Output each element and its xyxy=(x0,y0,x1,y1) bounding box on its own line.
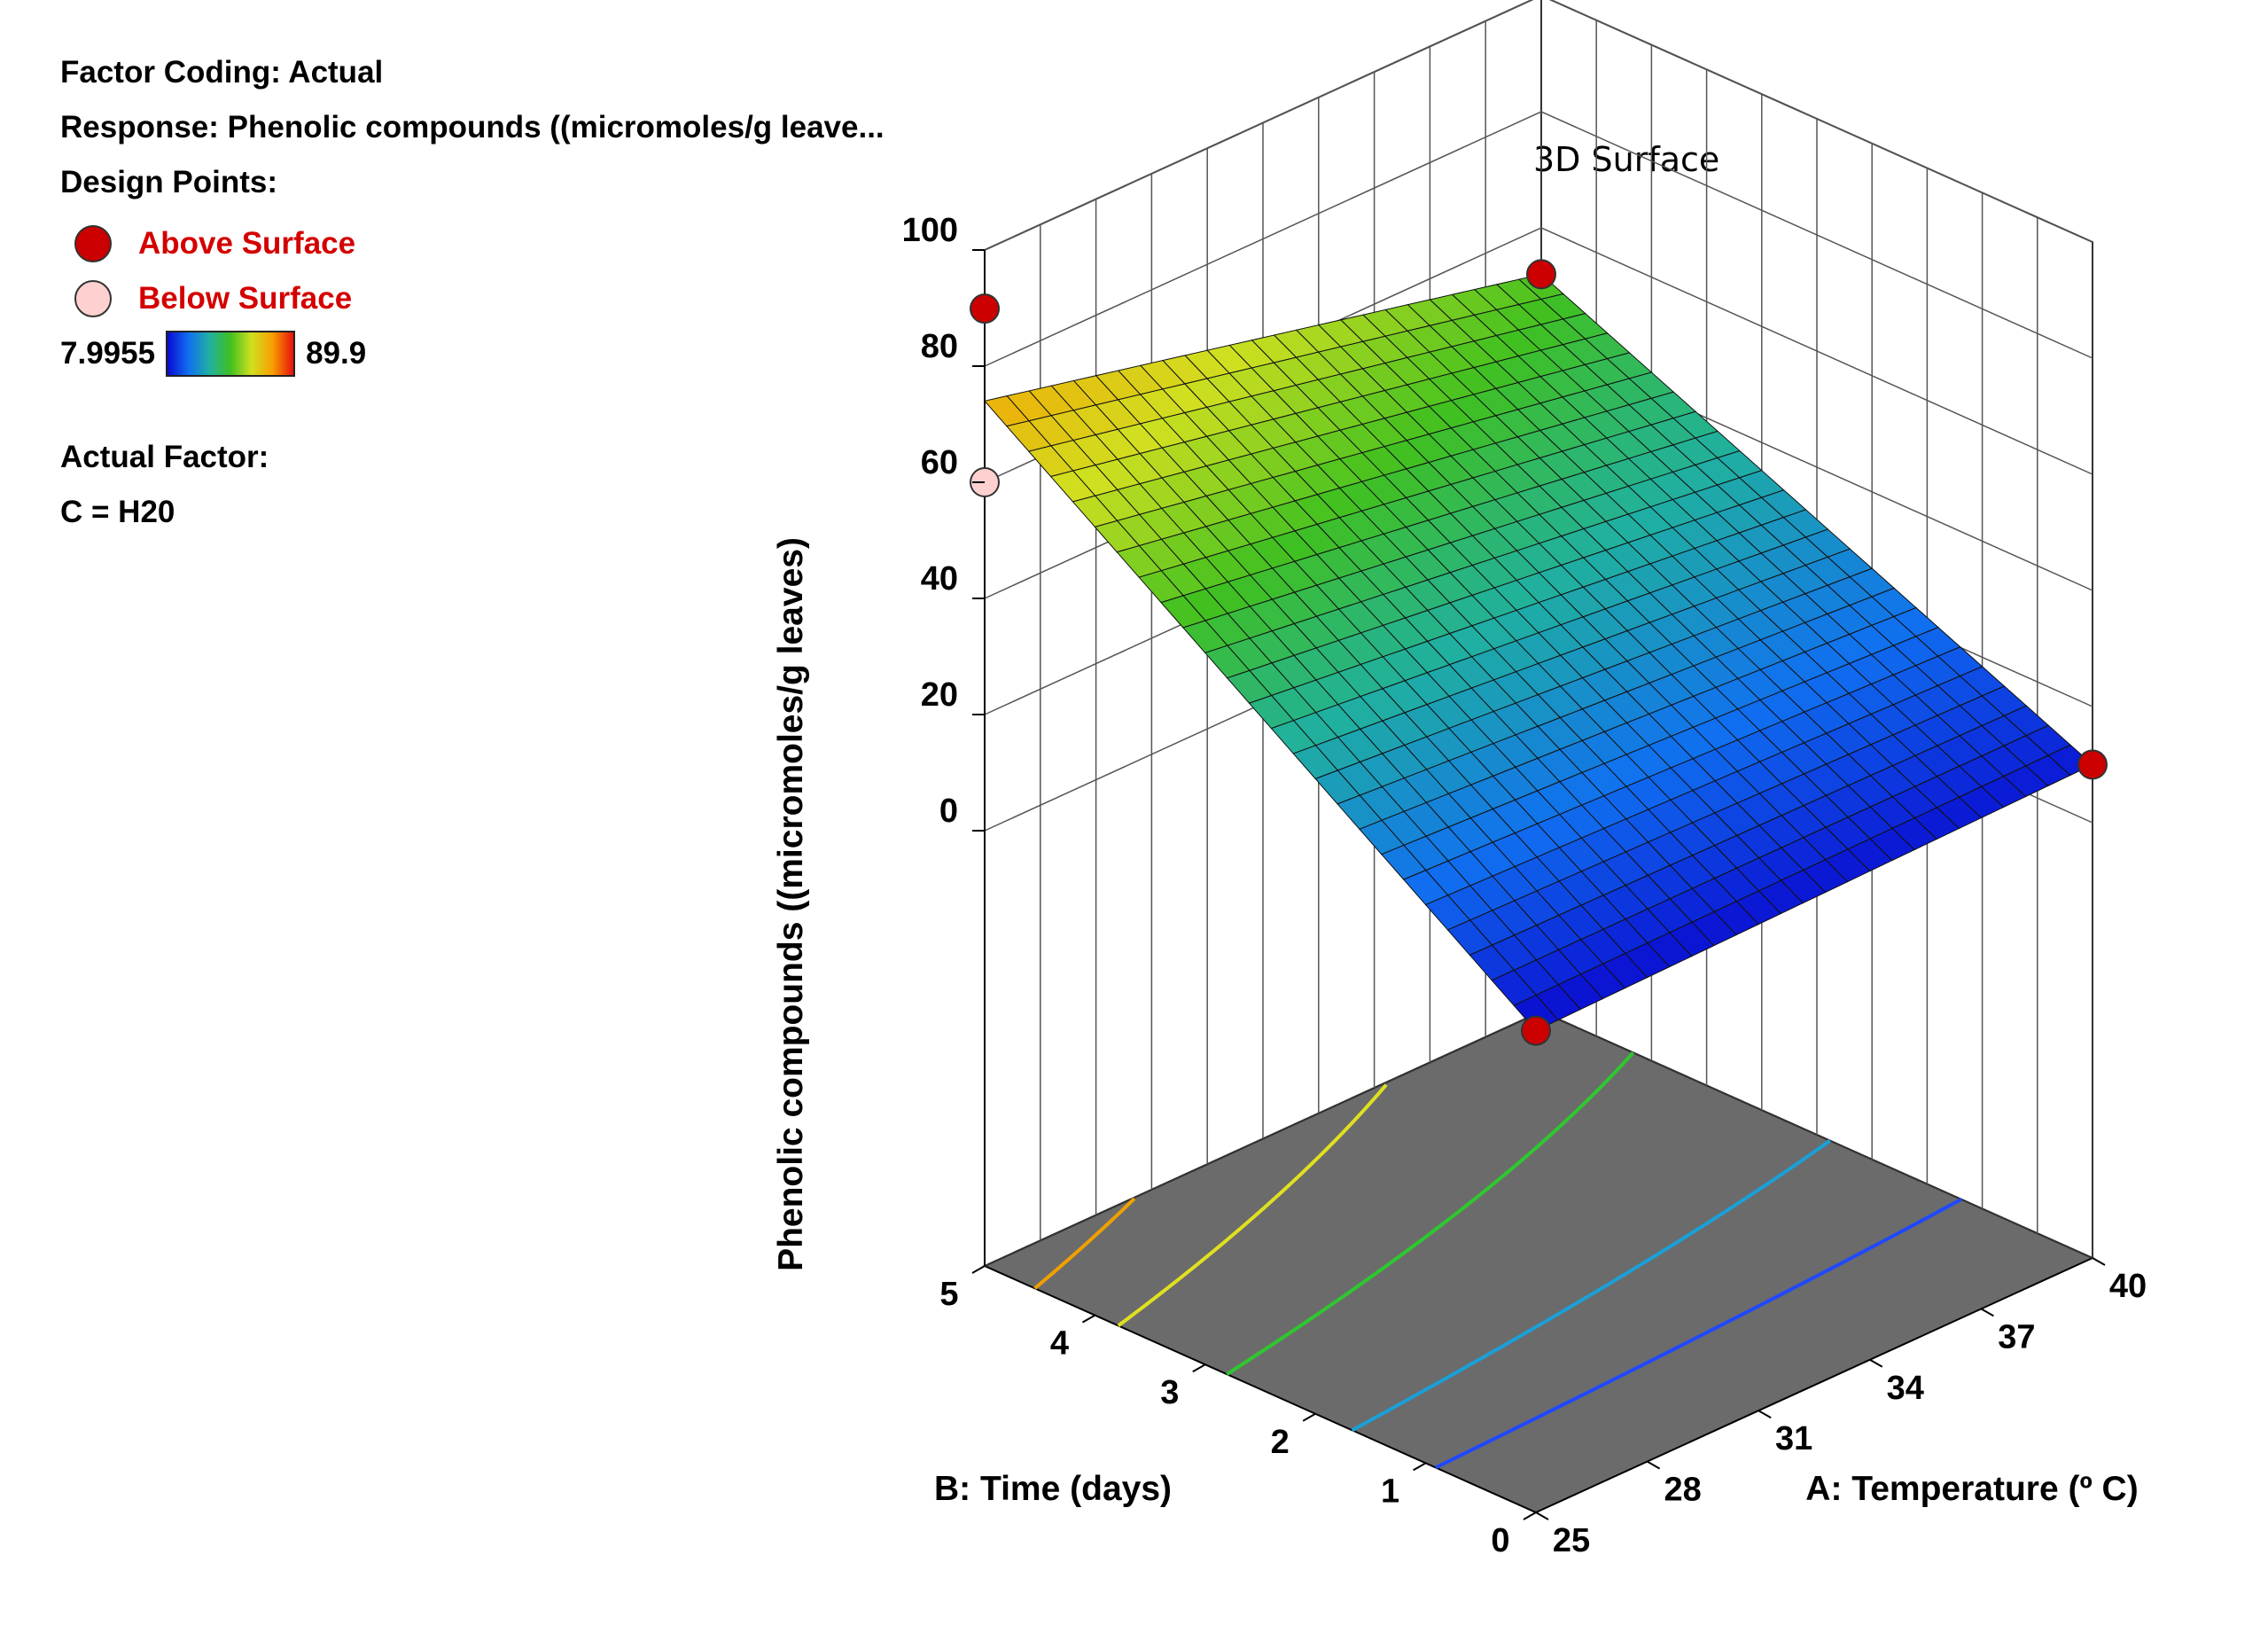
color-ramp-legend: 7.9955 89.9 xyxy=(60,326,885,381)
chart-title: 3D Surface xyxy=(1533,140,1720,179)
y-axis-label: B: Time (days) xyxy=(934,1470,1172,1508)
design-point-above xyxy=(2077,749,2108,780)
actual-factor-label: Actual Factor: xyxy=(60,440,269,474)
x-axis-label: A: Temperature (º C) xyxy=(1805,1470,2138,1508)
x-tick-label: 31 xyxy=(1775,1420,1812,1457)
gridline-wall-horizontal xyxy=(984,0,2093,251)
x-tick-label: 37 xyxy=(1998,1318,2035,1355)
design-point-above xyxy=(1521,1015,1551,1046)
design-points-label: Design Points: xyxy=(60,165,278,199)
x-tick-mark xyxy=(1869,1358,1883,1368)
legend-below-surface: Below Surface xyxy=(60,271,885,326)
design-point-above xyxy=(970,293,1000,324)
y-tick-mark xyxy=(1302,1412,1316,1422)
factor-coding-label: Factor Coding: Actual xyxy=(60,55,384,90)
x-tick-label: 28 xyxy=(1664,1472,1701,1509)
y-tick-mark xyxy=(1192,1363,1206,1373)
legend-above-surface: Above Surface xyxy=(60,216,885,271)
z-tick-label: 0 xyxy=(939,793,958,830)
y-tick-label: 0 xyxy=(1491,1522,1509,1559)
y-tick-label: 2 xyxy=(1271,1424,1290,1461)
y-tick-mark xyxy=(1523,1512,1537,1520)
response-label: Response: Phenolic compounds ((micromole… xyxy=(60,110,885,145)
floor-contour-line xyxy=(1117,1083,1388,1327)
ramp-min-label: 7.9955 xyxy=(60,336,156,371)
z-tick-label: 60 xyxy=(921,444,958,481)
floor-contour-line xyxy=(1351,1138,1831,1433)
back-wall-right xyxy=(1540,0,2093,1260)
x-tick-mark xyxy=(1980,1308,1994,1317)
x-tick-label: 34 xyxy=(1887,1370,1924,1407)
z-axis-label: Phenolic compounds ((micromoles/g leaves… xyxy=(772,537,810,1271)
y-tick-mark xyxy=(1081,1314,1095,1324)
y-tick-label: 3 xyxy=(1160,1374,1179,1411)
x-tick-label: 40 xyxy=(2109,1268,2147,1305)
x-tick-mark xyxy=(1758,1410,1772,1419)
x-tick-label: 25 xyxy=(1553,1522,1590,1559)
actual-factor-value: C = H20 xyxy=(60,495,175,529)
above-surface-marker-icon xyxy=(74,225,112,262)
y-tick-label: 4 xyxy=(1050,1325,1069,1363)
floor-contour-line xyxy=(1226,1051,1635,1376)
ramp-max-label: 89.9 xyxy=(306,336,367,371)
x-tick-mark xyxy=(1535,1512,1549,1520)
floor-contour-line xyxy=(1033,1197,1136,1290)
y-tick-label: 5 xyxy=(939,1276,958,1313)
below-surface-marker-icon xyxy=(74,280,112,317)
above-surface-label: Above Surface xyxy=(138,226,356,261)
y-tick-label: 1 xyxy=(1381,1473,1399,1510)
info-panel: Factor Coding: Actual Response: Phenolic… xyxy=(60,51,885,546)
floor-contour-line xyxy=(1435,1198,1962,1470)
z-tick-label: 20 xyxy=(921,676,958,714)
z-tick-label: 40 xyxy=(921,560,958,598)
z-tick-label: 80 xyxy=(921,328,958,365)
below-surface-label: Below Surface xyxy=(138,281,353,316)
x-tick-mark xyxy=(1647,1460,1661,1470)
floor-plane xyxy=(982,1010,2095,1514)
y-tick-mark xyxy=(1413,1462,1427,1472)
color-ramp xyxy=(166,331,296,377)
y-tick-mark xyxy=(971,1265,986,1274)
design-point-above xyxy=(1526,259,1556,290)
gridline-wall-horizontal xyxy=(984,111,2093,367)
z-tick-label: 100 xyxy=(902,212,958,249)
x-tick-mark xyxy=(2092,1257,2106,1266)
